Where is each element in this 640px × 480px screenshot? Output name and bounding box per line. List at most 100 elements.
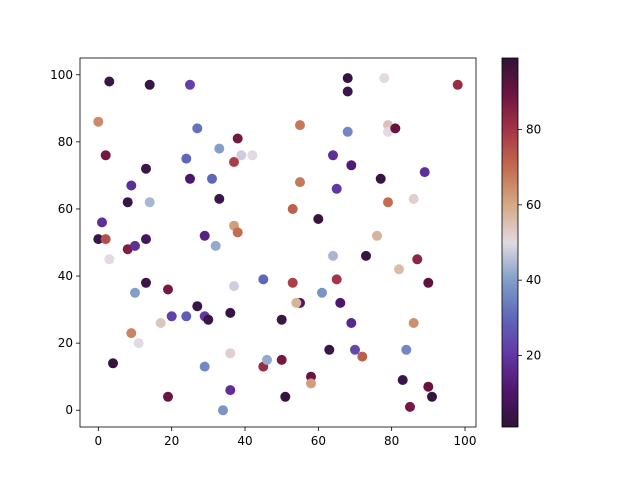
x-tick-label: 80 [384, 434, 399, 448]
scatter-point [276, 354, 287, 365]
scatter-point [93, 116, 104, 127]
scatter-point [199, 361, 210, 372]
scatter-point [383, 197, 393, 208]
scatter-point [361, 250, 371, 261]
scatter-point [141, 277, 151, 288]
scatter-point [423, 381, 434, 392]
x-tick-label: 60 [311, 434, 326, 448]
scatter-point [412, 254, 423, 265]
scatter-point [144, 79, 155, 90]
colorbar: 20 40 60 80 [501, 57, 541, 428]
colorbar-tick-label: 60 [526, 198, 541, 212]
scatter-point [328, 150, 338, 161]
scatter-point [100, 234, 111, 245]
scatter-point [192, 301, 203, 312]
scatter-point [258, 274, 269, 285]
scatter-point [331, 274, 342, 285]
scatter-point [419, 167, 430, 178]
scatter-point [317, 287, 327, 298]
y-tick-label: 80 [58, 135, 73, 149]
x-tick-label: 100 [454, 434, 477, 448]
scatter-point [397, 375, 408, 385]
scatter-point [346, 318, 357, 328]
scatter-point [214, 143, 225, 154]
scatter-point [394, 264, 404, 275]
scatter-point [199, 230, 210, 241]
scatter-point [141, 163, 151, 174]
scatter-point [144, 197, 155, 208]
scatter-point [313, 214, 324, 224]
scatter-point [324, 344, 335, 355]
scatter-point [357, 351, 368, 362]
scatter-point [225, 307, 236, 318]
scatter-point [401, 344, 412, 355]
scatter-point [163, 391, 173, 402]
scatter-point [218, 405, 228, 416]
scatter-point [390, 123, 401, 134]
scatter-point [141, 234, 151, 245]
scatter-point [423, 277, 434, 288]
scatter-point [452, 79, 463, 90]
scatter-point [155, 318, 166, 328]
scatter-point [295, 120, 305, 131]
scatter-point [207, 173, 217, 184]
scatter-point [93, 234, 104, 245]
scatter-point [104, 76, 115, 87]
colorbar-frame [501, 57, 519, 428]
scatter-point [122, 197, 133, 208]
scatter-point [375, 173, 386, 184]
scatter-point [408, 318, 419, 328]
scatter-point [408, 193, 419, 204]
scatter-point [163, 284, 173, 295]
scatter-point [203, 314, 214, 325]
x-axis: 0 20 40 60 80 100 [95, 427, 477, 448]
scatter-point [100, 150, 111, 161]
scatter-point [350, 344, 360, 355]
scatter-point [225, 385, 236, 396]
scatter-point [126, 180, 137, 191]
scatter-point [247, 150, 258, 161]
y-tick-label: 100 [50, 68, 73, 82]
y-tick-label: 20 [58, 336, 73, 350]
colorbar-tick-label: 80 [526, 123, 541, 137]
scatter-point [185, 79, 195, 90]
scatter-point [291, 297, 302, 308]
scatter-point [225, 348, 236, 359]
scatter-point [346, 160, 357, 171]
scatter-point [342, 86, 353, 97]
scatter-point [97, 217, 107, 228]
scatter-point [229, 281, 239, 292]
scatter-point [295, 177, 305, 188]
scatter-point [130, 240, 140, 251]
scatter-point [181, 153, 192, 164]
scatter-point [306, 378, 316, 389]
colorbar-gradient [502, 58, 518, 427]
scatter-point [104, 254, 115, 265]
plot-area [79, 57, 477, 428]
scatter-point [133, 338, 144, 349]
colorbar-tick-label: 40 [526, 273, 541, 287]
scatter-point [232, 227, 243, 238]
scatter-point [342, 73, 353, 84]
scatter-point [262, 354, 272, 365]
x-tick-label: 40 [237, 434, 252, 448]
plot-frame [79, 57, 477, 428]
scatter-point [427, 391, 437, 402]
x-tick-label: 20 [164, 434, 179, 448]
scatter-point [210, 240, 221, 251]
y-axis: 0 20 40 60 80 100 [50, 68, 80, 417]
scatter-point [331, 183, 342, 194]
scatter-point [335, 297, 346, 308]
scatter-point [342, 126, 353, 137]
scatter-point [280, 391, 291, 402]
scatter-point [372, 230, 382, 241]
scatter-point [287, 204, 298, 214]
scatter-point [192, 123, 203, 134]
scatter-point [126, 328, 137, 339]
scatter-point [185, 173, 195, 184]
scatter-point [229, 157, 239, 167]
scatter-point [108, 358, 118, 369]
colorbar-tick-label: 20 [526, 348, 541, 362]
x-tick-label: 0 [95, 434, 103, 448]
